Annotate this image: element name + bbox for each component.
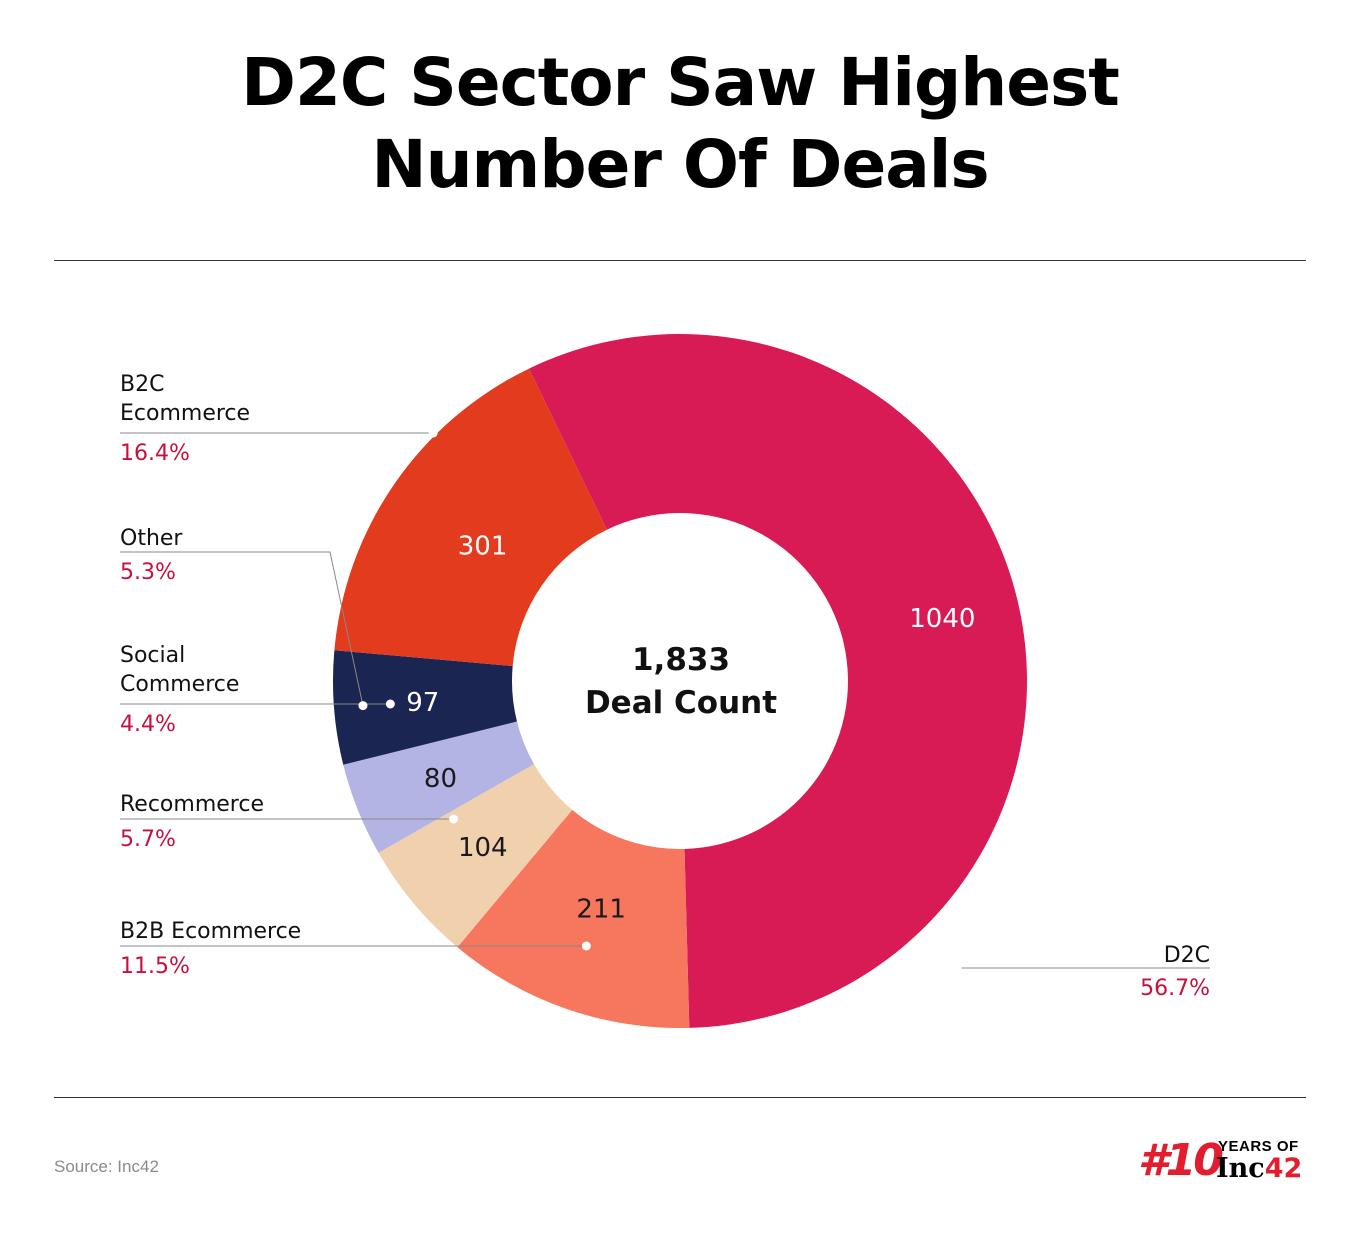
slice-value-other: 97 [406, 688, 439, 718]
callout-label-d2c: D2C [1164, 943, 1210, 968]
callout-percent-social-commerce: 4.4% [120, 712, 176, 737]
center-label: 1,833 Deal Count [585, 642, 777, 721]
chart-title-line-2: Number Of Deals [371, 126, 989, 203]
slice-value-b2b-ecommerce: 211 [576, 895, 626, 925]
callout-dot-recommerce [449, 814, 459, 824]
callout-label-social-commerce: Social Commerce [120, 643, 239, 697]
slice-b2b-ecommerce [457, 809, 690, 1028]
slice-social-commerce [343, 721, 535, 853]
callout-dot-d2c [952, 963, 962, 973]
bottom-divider [54, 1097, 1306, 1098]
slice-value-d2c: 1040 [909, 604, 975, 634]
logo-hash-10: #10 [1138, 1135, 1224, 1186]
callout-percent-b2c-ecommerce: 16.4% [120, 441, 190, 466]
callout-percent-b2b-ecommerce: 11.5% [120, 954, 190, 979]
slice-value-recommerce: 104 [458, 833, 508, 863]
chart-title-line-1: D2C Sector Saw Highest [241, 44, 1120, 121]
slice-b2c-ecommerce [334, 368, 607, 667]
callout-dot-social-commerce [385, 699, 395, 709]
logo-years-of: YEARS OF [1218, 1138, 1299, 1155]
logo-brand: Inc42 [1216, 1154, 1302, 1184]
callout-dot-b2b-ecommerce [581, 941, 591, 951]
slice-other [332, 650, 517, 765]
callout-percent-recommerce: 5.7% [120, 827, 176, 852]
slice-d2c [529, 334, 1027, 1028]
callout-dot-other [358, 701, 368, 711]
callout-line-other [120, 551, 364, 706]
callout-percent-other: 5.3% [120, 560, 176, 585]
callout-label-recommerce: Recommerce [120, 792, 264, 817]
inc42-logo: #10 YEARS OF Inc42 [1138, 1136, 1308, 1186]
slice-value-b2c-ecommerce: 301 [458, 532, 508, 562]
top-divider [54, 260, 1306, 261]
callout-percent-d2c: 56.7% [1140, 976, 1210, 1001]
callout-label-b2b-ecommerce: B2B Ecommerce [120, 919, 301, 944]
source-note: Source: Inc42 [54, 1157, 159, 1176]
chart-title: D2C Sector Saw Highest Number Of Deals [0, 42, 1360, 206]
callout-label-b2c-ecommerce: B2C Ecommerce [120, 372, 250, 426]
logo-brand-name: Inc [1216, 1153, 1265, 1184]
callout-label-other: Other [120, 526, 183, 551]
slice-recommerce [378, 764, 573, 948]
slice-value-social-commerce: 80 [424, 764, 457, 794]
center-value: 1,833 [632, 642, 730, 678]
logo-brand-number: 42 [1264, 1153, 1303, 1184]
center-caption: Deal Count [585, 685, 777, 721]
callout-dot-b2c-ecommerce [428, 428, 438, 438]
